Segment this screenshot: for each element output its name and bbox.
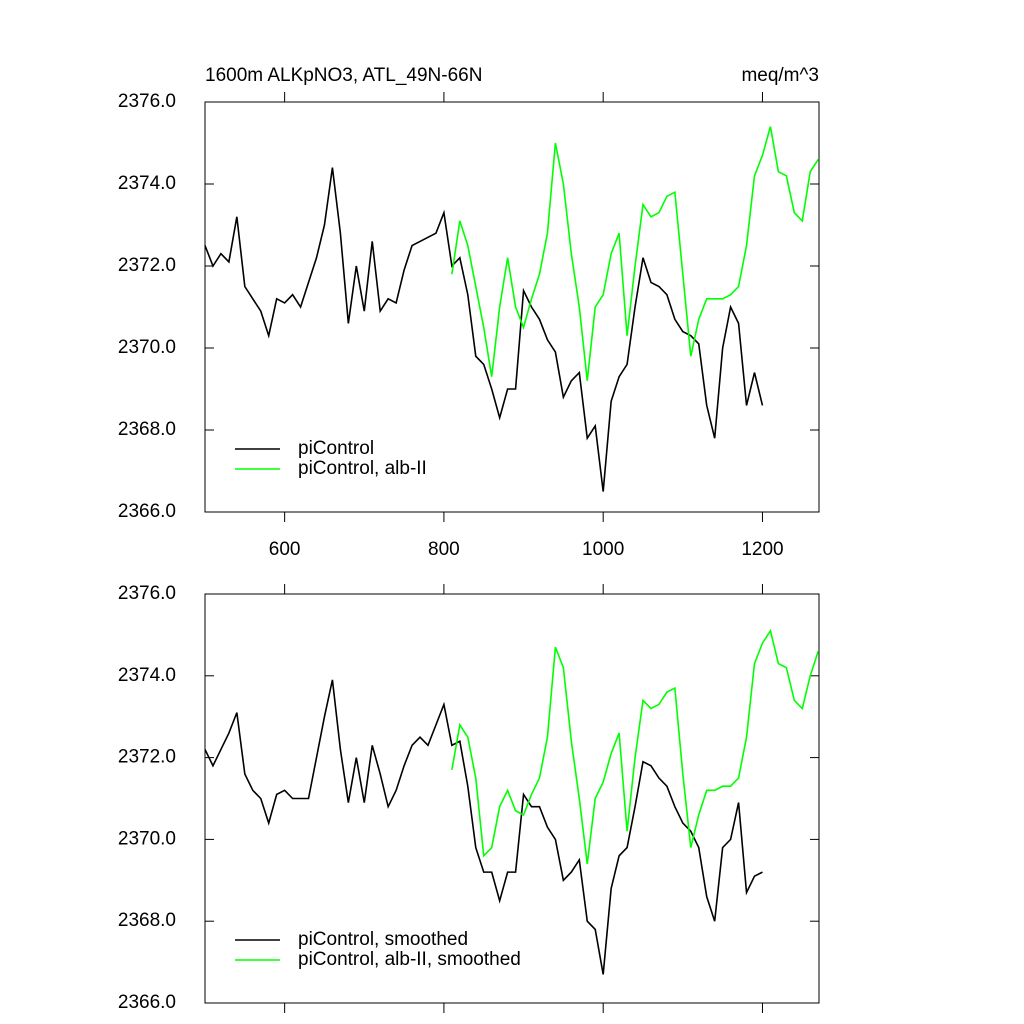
plot-frame (204, 593, 820, 1004)
x-tick-label: 600 (269, 539, 301, 560)
x-tick-label: 800 (428, 539, 460, 560)
x-tick-label: 1000 (582, 539, 624, 560)
series-line (451, 628, 819, 865)
legend-label: piControl, smoothed (298, 929, 468, 950)
y-tick-label: 2370.0 (118, 337, 176, 358)
series-line (451, 126, 819, 381)
legend-label: piControl, alb-II, smoothed (298, 949, 521, 970)
chart-title: 1600m ALKpNO3, ATL_49N-66N (205, 65, 482, 86)
y-tick-label: 2376.0 (118, 91, 176, 112)
y-tick-label: 2376.0 (118, 583, 176, 604)
y-tick-label: 2374.0 (118, 173, 176, 194)
y-tick-label: 2374.0 (118, 665, 176, 686)
y-tick-label: 2368.0 (118, 419, 176, 440)
y-tick-label: 2366.0 (118, 992, 176, 1013)
x-tick-label: 1200 (741, 539, 783, 560)
y-tick-label: 2368.0 (118, 910, 176, 931)
y-tick-label: 2366.0 (118, 501, 176, 522)
plot-frame (204, 101, 820, 513)
y-tick-label: 2370.0 (118, 828, 176, 849)
units-label: meq/m^3 (741, 65, 819, 86)
y-tick-label: 2372.0 (118, 747, 176, 768)
y-tick-label: 2372.0 (118, 255, 176, 276)
series-line (204, 167, 764, 492)
series-line (204, 679, 763, 975)
legend-label: piControl (298, 438, 374, 459)
legend-label: piControl, alb-II (298, 458, 427, 479)
